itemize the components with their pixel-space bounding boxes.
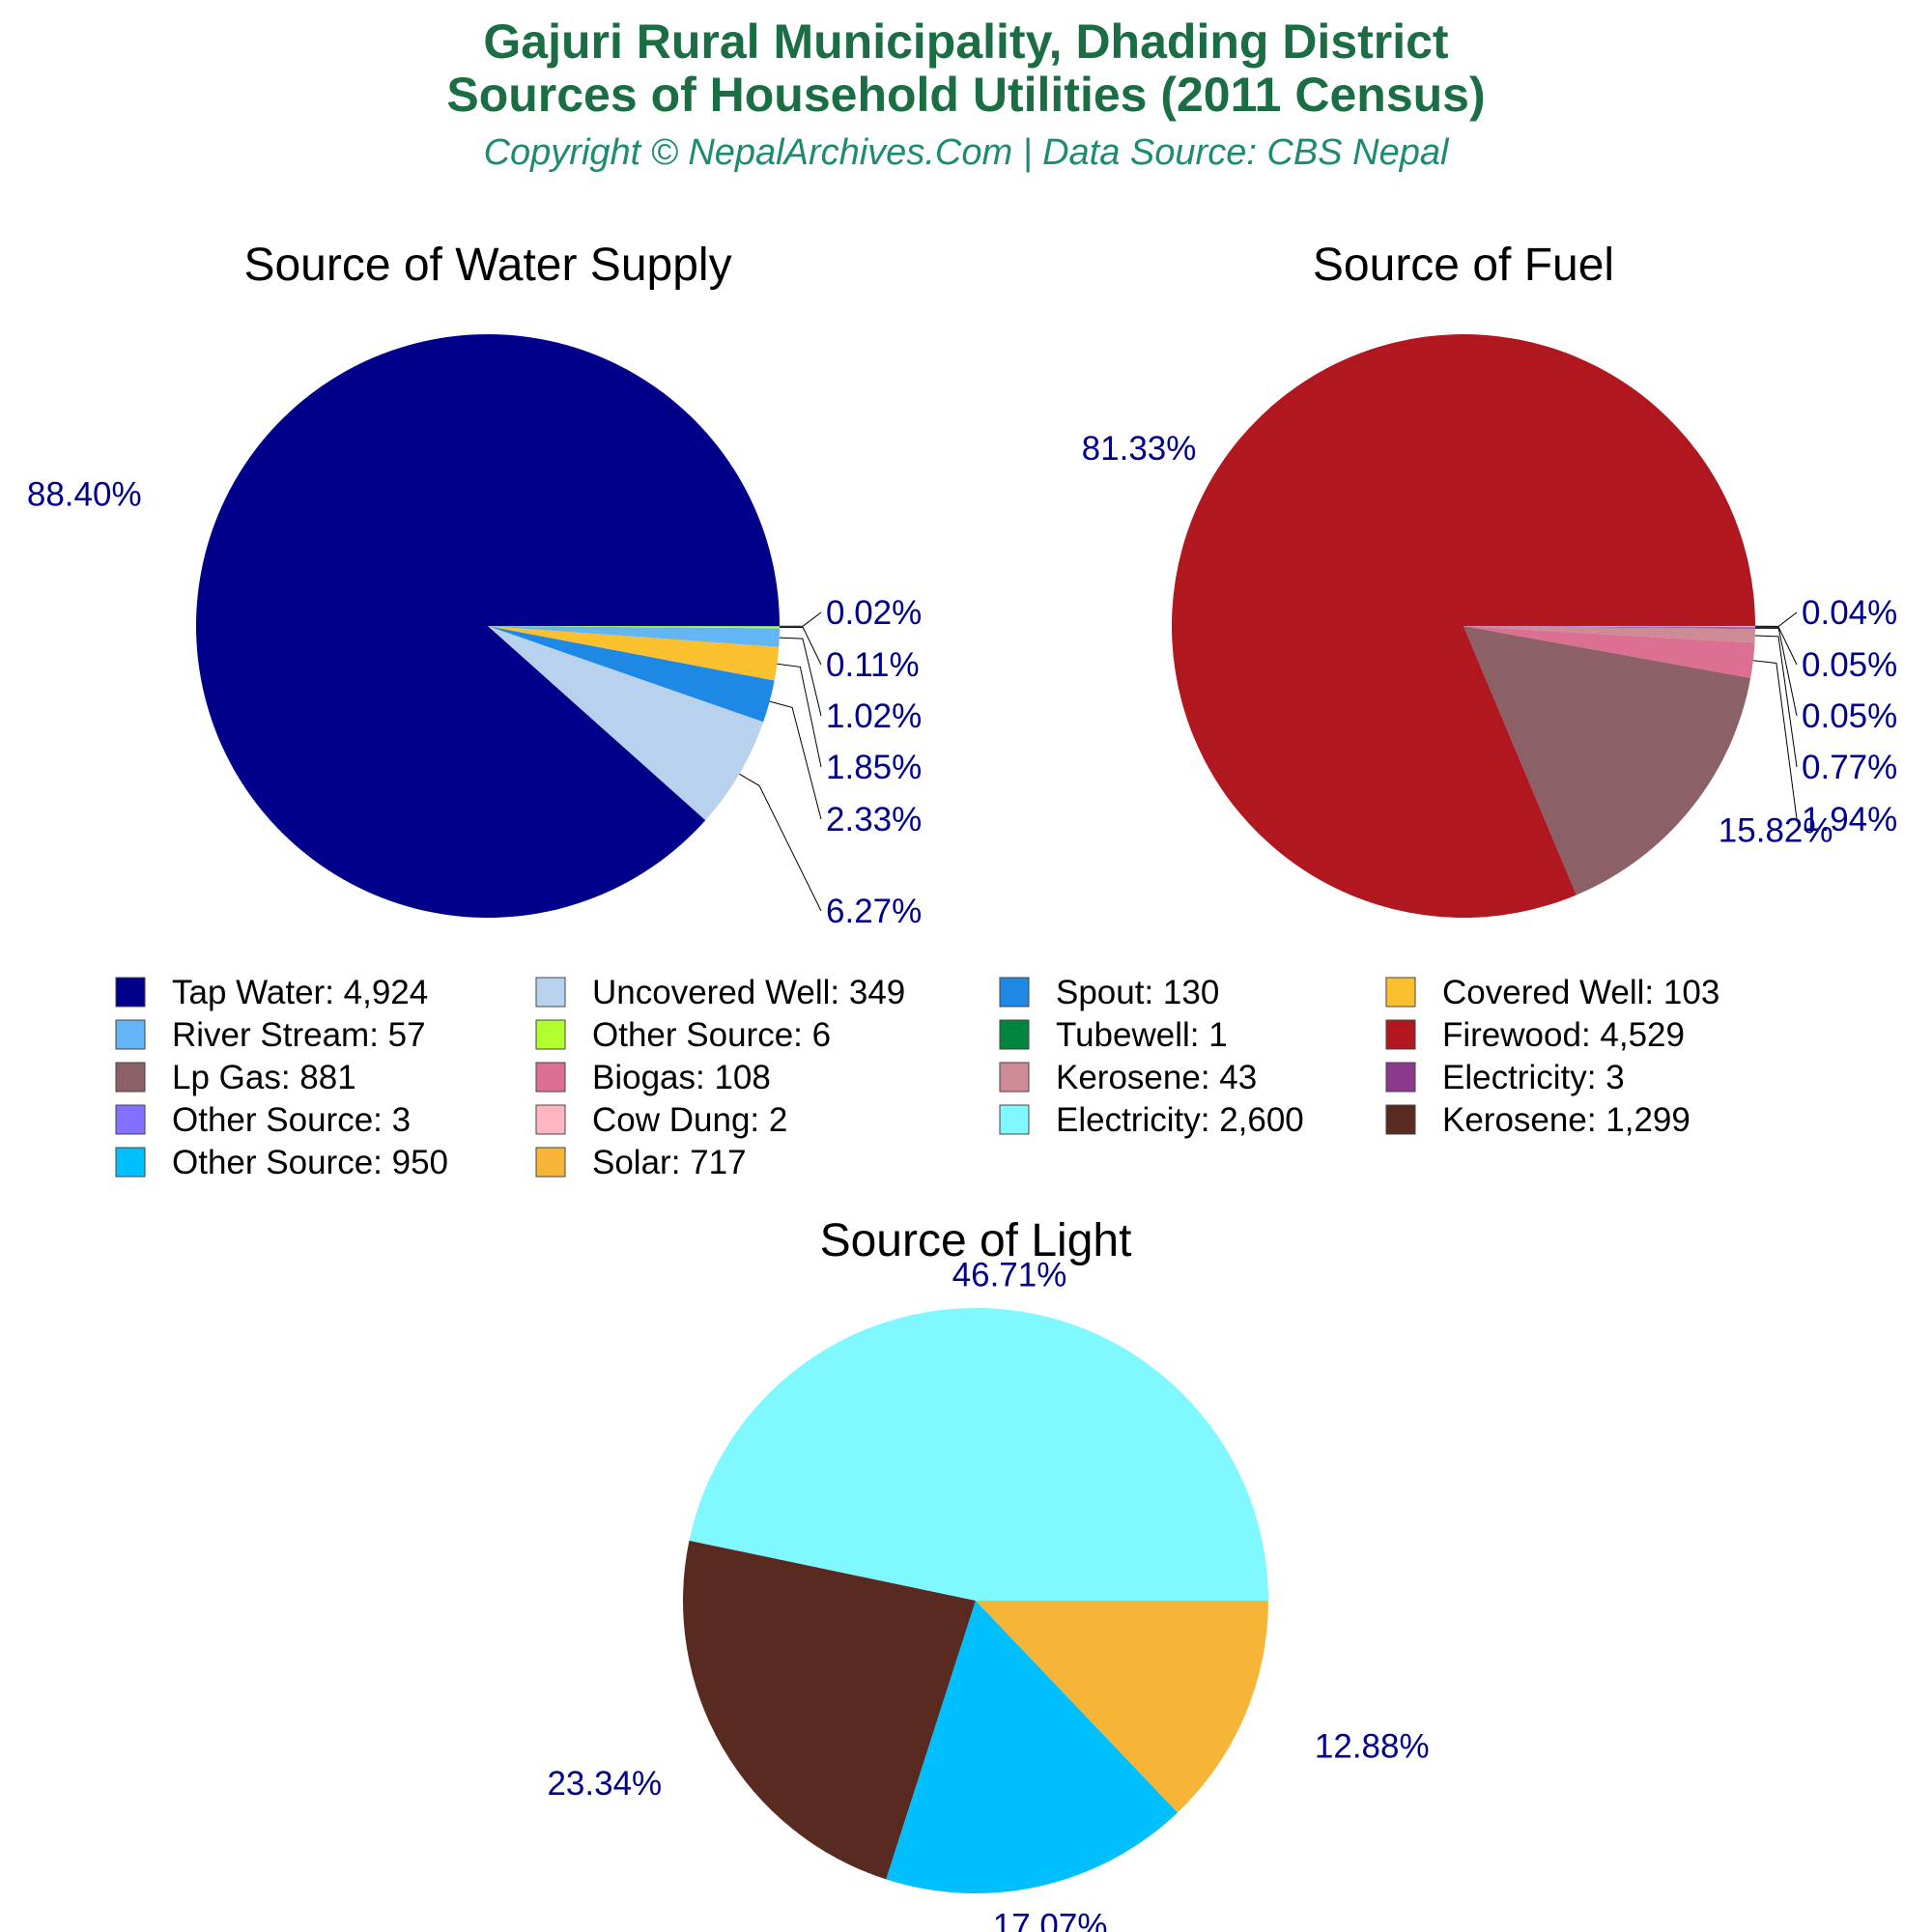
legend-label-14: Cow Dung: 2: [592, 1101, 787, 1139]
water-pct-label-tubewell: 0.02%: [826, 594, 922, 632]
fuel-pct-label-cow-dung: 0.04%: [1802, 594, 1897, 632]
water-leader-line-covered-well: [777, 663, 822, 768]
fuel-pct-label-kerosene: 0.77%: [1802, 749, 1897, 786]
water-slice-uncovered-well: [488, 626, 764, 821]
legend-swatch-8: [1385, 1019, 1416, 1050]
legend-swatch-15: [999, 1104, 1030, 1135]
legend-swatch-16: [1385, 1104, 1416, 1135]
fuel-pct-label-lp-gas: 15.82%: [1719, 812, 1833, 850]
light-pct-label-kerosene: 23.34%: [547, 1765, 662, 1803]
legend-label-10: Biogas: 108: [592, 1059, 771, 1096]
legend-label-2: Uncovered Well: 349: [592, 974, 905, 1011]
fuel-pie: 81.33% 15.82%1.94% 0.77% 0.05% 0.05% 0.04%: [1082, 333, 1897, 918]
legend-swatch-4: [1385, 977, 1416, 1008]
legend-label-12: Electricity: 3: [1442, 1059, 1625, 1096]
fuel-leader-line-electricity: [1754, 627, 1798, 717]
water-pct-label-other-source: 0.11%: [826, 646, 920, 684]
fuel-slice-biogas: [1463, 626, 1755, 678]
water-leader-line-uncovered-well: [739, 773, 822, 912]
light-pie-title: Source of Light: [820, 1215, 1132, 1266]
legend-swatch-10: [535, 1062, 566, 1093]
fuel-slice-other-source: [1463, 626, 1756, 628]
water-pct-label-spout: 2.33%: [826, 801, 922, 838]
light-pct-label-solar: 12.88%: [1315, 1727, 1430, 1765]
light-slice-other-source: [886, 1601, 1179, 1893]
chart-title-line1: Gajuri Rural Municipality, Dhading Distr…: [483, 14, 1449, 69]
water-slice-river-stream: [488, 626, 780, 647]
legend-label-8: Firewood: 4,529: [1442, 1016, 1685, 1054]
fuel-slice-kerosene: [1463, 626, 1755, 643]
water-pct-label-river-stream: 1.02%: [826, 697, 922, 735]
legend-swatch-2: [535, 977, 566, 1008]
legend-swatch-18: [535, 1147, 566, 1178]
light-slice-kerosene: [682, 1540, 976, 1880]
fuel-leader-line-biogas: [1752, 660, 1798, 820]
legend-swatch-1: [115, 977, 146, 1008]
legend-swatch-5: [115, 1019, 146, 1050]
chart-title-line2: Sources of Household Utilities (2011 Cen…: [446, 68, 1485, 122]
legend-swatch-7: [999, 1019, 1030, 1050]
legend-label-9: Lp Gas: 881: [172, 1059, 356, 1096]
legend: Tap Water: 4,924 Uncovered Well: 349 Spout…: [115, 974, 1719, 1181]
fuel-pct-label-biogas: 1.94%: [1802, 801, 1897, 838]
legend-label-18: Solar: 717: [592, 1144, 747, 1181]
legend-swatch-9: [115, 1062, 146, 1093]
light-pie: 46.71% 23.34% 17.07% 12.88%: [547, 1256, 1429, 1932]
light-pct-label-other-source: 17.07%: [993, 1908, 1108, 1932]
fuel-pct-label-electricity: 0.05%: [1802, 697, 1897, 735]
legend-swatch-3: [999, 977, 1030, 1008]
legend-label-7: Tubewell: 1: [1056, 1016, 1228, 1054]
fuel-slice-firewood: [1172, 333, 1755, 918]
water-slice-spout: [488, 626, 775, 723]
legend-swatch-12: [1385, 1062, 1416, 1093]
water-pct-label-uncovered-well: 6.27%: [826, 893, 922, 930]
legend-label-15: Electricity: 2,600: [1056, 1101, 1304, 1139]
chart-subtitle: Copyright © NepalArchives.Com | Data Sou…: [484, 132, 1450, 173]
water-supply-pie: 88.40% 6.27% 2.33% 1.85% 1.02% 0.11% 0.02%: [27, 334, 922, 930]
water-leader-line-river-stream: [779, 637, 822, 717]
light-slice-electricity: [689, 1307, 1268, 1601]
legend-label-4: Covered Well: 103: [1442, 974, 1719, 1011]
legend-swatch-11: [999, 1062, 1030, 1093]
water-pie-title: Source of Water Supply: [243, 240, 731, 291]
legend-swatch-17: [115, 1147, 146, 1178]
legend-label-6: Other Source: 6: [592, 1016, 831, 1054]
water-leader-line-tubewell: [780, 611, 822, 627]
light-pct-label-electricity: 46.71%: [952, 1256, 1067, 1293]
water-pct-label-tap-water: 88.40%: [27, 475, 142, 513]
water-leader-line-other-source: [779, 626, 822, 666]
legend-label-16: Kerosene: 1,299: [1442, 1101, 1690, 1139]
legend-swatch-6: [535, 1019, 566, 1050]
legend-label-3: Spout: 130: [1056, 974, 1219, 1011]
legend-swatch-14: [535, 1104, 566, 1135]
fuel-leader-line-other-source: [1754, 626, 1798, 666]
legend-swatch-13: [115, 1104, 146, 1135]
light-slice-solar: [976, 1601, 1268, 1813]
water-pct-label-covered-well: 1.85%: [826, 749, 922, 786]
water-slice-covered-well: [488, 626, 780, 681]
fuel-slice-electricity: [1463, 626, 1755, 629]
legend-label-11: Kerosene: 43: [1056, 1059, 1257, 1096]
legend-label-17: Other Source: 950: [172, 1144, 448, 1181]
legend-label-13: Other Source: 3: [172, 1101, 411, 1139]
fuel-slice-lp-gas: [1463, 626, 1751, 895]
fuel-pie-title: Source of Fuel: [1313, 240, 1614, 291]
water-slice-tap-water: [196, 334, 781, 919]
legend-label-1: Tap Water: 4,924: [172, 974, 428, 1011]
fuel-leader-line-kerosene: [1754, 635, 1798, 768]
fuel-slice-cow-dung: [1463, 626, 1756, 627]
fuel-pct-label-other-source: 0.05%: [1802, 646, 1897, 684]
fuel-pct-label-firewood: 81.33%: [1082, 430, 1197, 468]
legend-label-5: River Stream: 57: [172, 1016, 426, 1054]
water-slice-other-source: [488, 626, 780, 629]
water-leader-line-spout: [769, 700, 822, 820]
fuel-leader-line-cow-dung: [1754, 611, 1798, 627]
